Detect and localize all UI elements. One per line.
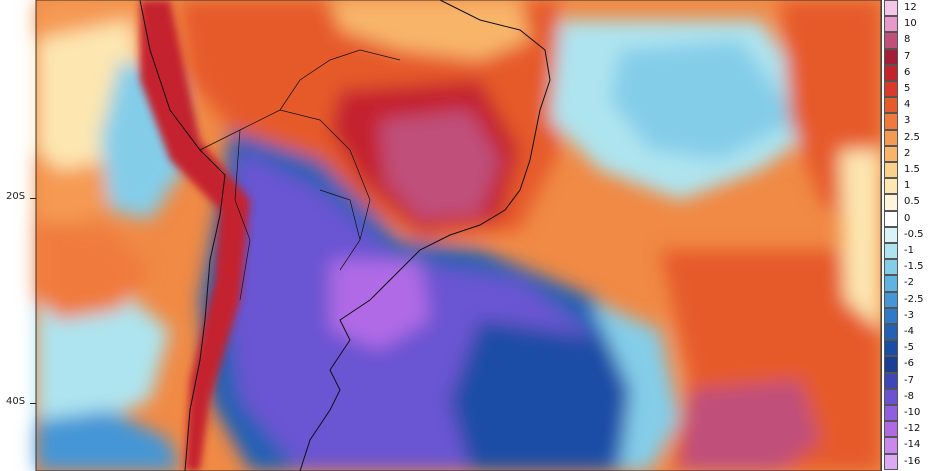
colorbar-label: -1	[904, 245, 914, 256]
colorbar-swatch	[884, 372, 898, 389]
pacific-warm-west	[36, 220, 150, 320]
colorbar-label: -3	[904, 309, 914, 321]
colorbar-swatch	[884, 421, 898, 438]
pacific-deep-blue	[36, 410, 180, 471]
colorbar-label: -1.5	[904, 261, 924, 273]
colorbar-label: 0	[904, 212, 911, 224]
colorbar-swatch	[884, 97, 898, 114]
lat-label-20s: 20S	[6, 191, 26, 202]
colorbar-label: -14	[904, 439, 921, 451]
colorbar-label: -7	[904, 374, 914, 386]
colorbar-swatch	[884, 48, 898, 65]
lat-tick-20s	[30, 198, 36, 199]
colorbar-label: 2	[904, 147, 911, 159]
colorbar-swatch	[884, 16, 898, 33]
colorbar-swatch	[884, 129, 898, 146]
map-border	[35, 0, 881, 471]
colorbar-label: -2	[904, 277, 914, 289]
lat-label-40s: 40S	[6, 396, 26, 407]
south-america-coast	[139, 0, 551, 471]
colorbar-label: -6	[904, 358, 914, 370]
cold-pale-fringe	[590, 300, 680, 471]
colorbar-label: 2.5	[904, 131, 920, 143]
colorbar-label: -4	[904, 326, 914, 337]
colorbar-swatch	[884, 437, 898, 454]
north-coast-pale	[330, 0, 530, 60]
coastlines	[139, 0, 551, 471]
colorbar-swatch	[884, 226, 898, 243]
pacific-blue-south	[36, 290, 170, 430]
colorbar-label: -10	[904, 407, 921, 418]
colorbar-label: 4	[904, 99, 911, 111]
colorbar-swatch	[884, 405, 898, 422]
colorbar-swatch	[884, 340, 898, 357]
andes-warm-strip	[140, 0, 250, 471]
colorbar-swatch	[884, 388, 898, 405]
colorbar-label: -0.5	[904, 228, 924, 240]
colorbar-swatch	[884, 210, 898, 227]
colorbar-label: 7	[904, 50, 911, 62]
cold-deep-blue-south	[450, 320, 640, 471]
cold-core-violet	[330, 260, 430, 350]
colorbar-label: -8	[904, 390, 914, 402]
south-atlantic-pale	[840, 150, 881, 330]
colorbar-swatch	[884, 0, 898, 17]
colorbar-swatch	[884, 324, 898, 341]
colorbar-label: 3	[904, 115, 911, 127]
map-canvas	[35, 0, 881, 471]
colorbar-swatch	[884, 243, 898, 260]
colorbar-swatch	[884, 113, 898, 130]
colorbar-label: 1	[904, 180, 911, 192]
colorbar-label: 5	[904, 83, 911, 94]
colorbar-swatch	[884, 178, 898, 195]
colorbar-label: 1.5	[904, 164, 920, 175]
colorbar-label: 12	[904, 2, 917, 13]
colorbar-swatch	[884, 81, 898, 98]
colorbar-swatch	[884, 259, 898, 276]
colorbar-swatch	[884, 453, 898, 470]
colorbar-label: 8	[904, 34, 911, 46]
colorbar-label: 0.5	[904, 196, 920, 208]
south-atlantic-hot-core	[680, 380, 820, 471]
colorbar-swatch	[884, 162, 898, 179]
colorbar-label: -16	[904, 455, 921, 467]
atlantic-blue-core	[610, 40, 800, 160]
colorbar-label: 10	[904, 18, 917, 30]
colorbar-swatch	[884, 32, 898, 49]
colorbar-swatch	[884, 307, 898, 324]
colorbar-swatch	[884, 145, 898, 162]
colorbar-label: 6	[904, 66, 911, 78]
colorbar-swatch	[884, 64, 898, 81]
country-borders	[199, 49, 401, 301]
colorbar-label: -5	[904, 342, 914, 354]
colorbar-label: -2.5	[904, 293, 924, 305]
brazil-pink-core	[380, 110, 500, 220]
colorbar-swatch	[884, 275, 898, 292]
colorbar-swatch	[884, 356, 898, 373]
colorbar-legend: 12 10 8 7 6 5 4 3 2.5 2 1.5 1 0.5 0 -0.5 -1 -1.5 -2 -2.5 -3…	[881, 0, 933, 471]
lat-tick-40s	[30, 403, 36, 404]
colorbar-swatch	[884, 291, 898, 308]
colorbar-label: -12	[904, 423, 921, 435]
colorbar-swatch	[884, 194, 898, 211]
